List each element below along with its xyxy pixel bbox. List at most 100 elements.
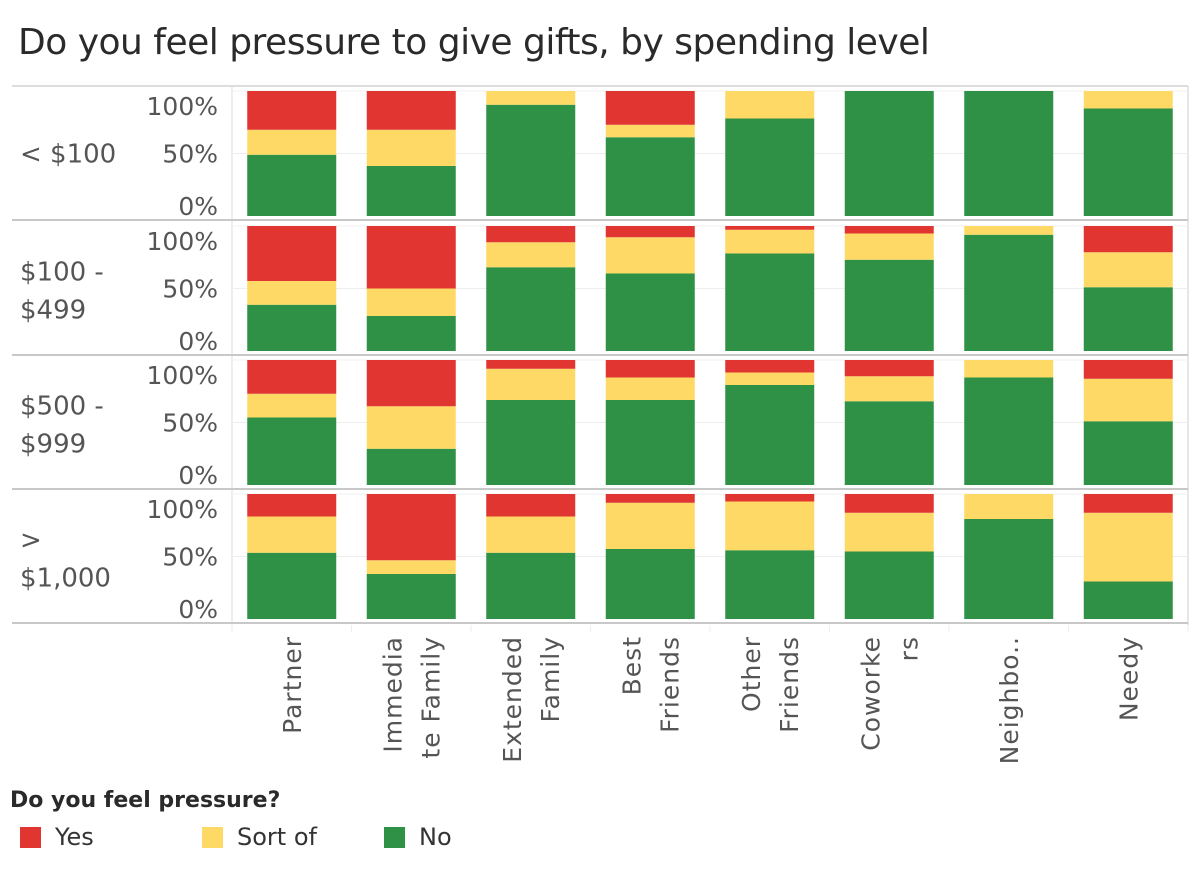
bar-segment-sort-of[interactable] [366, 288, 456, 317]
bar-segment-yes[interactable] [486, 360, 576, 369]
bar-segment-yes[interactable] [605, 360, 695, 378]
bar-segment-sort-of[interactable] [247, 393, 337, 418]
bar-segment-no[interactable] [366, 574, 456, 619]
bar-segment-sort-of[interactable] [844, 512, 934, 552]
bar-segment-sort-of[interactable] [486, 242, 576, 268]
bar-segment-no[interactable] [247, 417, 337, 486]
bar-segment-no[interactable] [486, 552, 576, 619]
panel-0: < $100 100% 50% 0% [12, 90, 1188, 221]
bar-segment-no[interactable] [1083, 287, 1173, 351]
bar-segment-no[interactable] [844, 259, 934, 351]
row-label: $999 [20, 430, 86, 460]
bar-segment-yes[interactable] [605, 494, 695, 503]
bar-segment-sort-of[interactable] [1083, 512, 1173, 582]
bar-segment-yes[interactable] [725, 360, 815, 373]
bar-segment-sort-of[interactable] [605, 124, 695, 138]
bar-segment-sort-of[interactable] [366, 129, 456, 166]
bar-segment-no[interactable] [1083, 108, 1173, 217]
bar-segment-no[interactable] [366, 316, 456, 351]
bar-segment-sort-of[interactable] [1083, 252, 1173, 288]
bar-segment-yes[interactable] [605, 91, 695, 125]
bar-segment-no[interactable] [725, 550, 815, 619]
bar-segment-no[interactable] [964, 91, 1054, 216]
legend-item-sort-of[interactable]: Sort of [202, 823, 317, 851]
legend-item-no[interactable]: No [384, 823, 452, 851]
bar-segment-no[interactable] [486, 400, 576, 485]
x-tick-label: Extended [498, 636, 527, 763]
bar-segment-sort-of[interactable] [844, 376, 934, 402]
bar-segment-sort-of[interactable] [964, 494, 1054, 519]
bar-segment-no[interactable] [725, 118, 815, 217]
bar-segment-sort-of[interactable] [605, 377, 695, 401]
bar-segment-yes[interactable] [1083, 360, 1173, 379]
legend-item-yes[interactable]: Yes [20, 823, 94, 851]
bar-segment-sort-of[interactable] [844, 233, 934, 260]
bar-segment-yes[interactable] [247, 91, 337, 130]
bar-segment-yes[interactable] [1083, 226, 1173, 253]
bar-segment-no[interactable] [725, 385, 815, 485]
bar-segment-sort-of[interactable] [964, 226, 1054, 235]
bar-segment-sort-of[interactable] [725, 501, 815, 551]
x-tick-label: Immedia [378, 636, 407, 753]
y-tick-label: 100% [147, 361, 218, 390]
bar-segment-yes[interactable] [844, 360, 934, 377]
bar-segment-no[interactable] [1083, 581, 1173, 620]
bar-segment-sort-of[interactable] [725, 229, 815, 254]
bar-segment-sort-of[interactable] [1083, 378, 1173, 422]
legend-label-yes: Yes [55, 823, 94, 851]
bar-segment-sort-of[interactable] [605, 237, 695, 274]
bar-segment-yes[interactable] [366, 360, 456, 407]
bar-segment-sort-of[interactable] [725, 372, 815, 386]
bar-segment-yes[interactable] [725, 494, 815, 502]
bar-segment-yes[interactable] [366, 226, 456, 289]
bar-segment-no[interactable] [964, 234, 1054, 351]
bar-segment-sort-of[interactable] [964, 360, 1054, 378]
bar-segment-no[interactable] [247, 154, 337, 216]
bar-segment-yes[interactable] [366, 91, 456, 130]
bar-segment-sort-of[interactable] [725, 91, 815, 119]
bar-segment-sort-of[interactable] [247, 281, 337, 305]
bar-segment-no[interactable] [605, 137, 695, 216]
bar-segment-no[interactable] [605, 400, 695, 485]
bar-segment-no[interactable] [486, 104, 576, 216]
bar-segment-no[interactable] [247, 552, 337, 619]
bar-segment-sort-of[interactable] [486, 368, 576, 400]
bar-segment-no[interactable] [725, 253, 815, 352]
bar-segment-yes[interactable] [247, 226, 337, 281]
row-label: > [20, 526, 42, 556]
bar-segment-no[interactable] [366, 448, 456, 485]
bar-segment-yes[interactable] [725, 226, 815, 230]
y-tick-label: 50% [162, 543, 218, 572]
bar-segment-yes[interactable] [366, 494, 456, 561]
bar-segment-yes[interactable] [247, 360, 337, 394]
bar-segment-no[interactable] [844, 551, 934, 620]
bar-segment-sort-of[interactable] [486, 91, 576, 105]
bar-segment-no[interactable] [605, 549, 695, 619]
bar-segment-no[interactable] [1083, 421, 1173, 485]
bar-segment-sort-of[interactable] [247, 129, 337, 155]
bar-segment-no[interactable] [605, 273, 695, 352]
bar-segment-no[interactable] [486, 267, 576, 351]
bar-segment-sort-of[interactable] [247, 516, 337, 553]
bar-segment-yes[interactable] [486, 494, 576, 517]
bar-segment-no[interactable] [964, 519, 1054, 619]
bar-segment-yes[interactable] [486, 226, 576, 243]
bar-segment-no[interactable] [964, 377, 1054, 486]
bar-segment-no[interactable] [247, 304, 337, 351]
bar-segment-no[interactable] [844, 91, 934, 216]
bar-segment-sort-of[interactable] [366, 560, 456, 574]
x-tick-label: Needy [1114, 636, 1143, 721]
bar-segment-yes[interactable] [844, 494, 934, 513]
bar-segment-yes[interactable] [605, 226, 695, 238]
legend-swatch-no [384, 826, 405, 848]
bar-segment-yes[interactable] [247, 494, 337, 517]
bar-segment-sort-of[interactable] [486, 516, 576, 553]
bar-segment-no[interactable] [366, 166, 456, 216]
bar-segment-sort-of[interactable] [605, 502, 695, 549]
bar-segment-yes[interactable] [1083, 494, 1173, 513]
bar-segment-yes[interactable] [844, 226, 934, 234]
row-label: $499 [20, 296, 86, 326]
bar-segment-no[interactable] [844, 401, 934, 485]
bar-segment-sort-of[interactable] [1083, 91, 1173, 109]
bar-segment-sort-of[interactable] [366, 406, 456, 449]
